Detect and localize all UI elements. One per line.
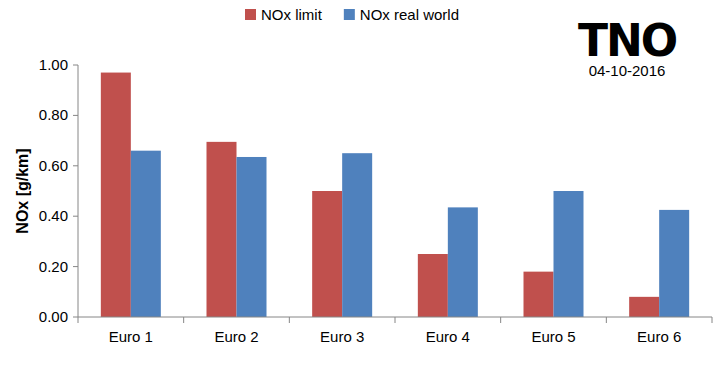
y-axis bbox=[78, 65, 79, 317]
y-tick-label: 0.60 bbox=[39, 157, 68, 174]
legend-swatch bbox=[245, 9, 256, 20]
chart: 0.00 0.20 0.40 0.60 0.80 1.00 Euro 1 Euro 2 Euro… bbox=[0, 0, 722, 375]
x-tick-label: Euro 2 bbox=[214, 328, 258, 345]
bar bbox=[237, 157, 267, 317]
bar bbox=[342, 153, 372, 317]
y-axis-label: NOx [g/km] bbox=[14, 148, 31, 233]
x-tick bbox=[289, 317, 290, 323]
x-tick bbox=[500, 317, 501, 323]
x-tick bbox=[606, 317, 607, 323]
bar bbox=[131, 151, 161, 317]
x-tick bbox=[78, 317, 79, 323]
date: 04-10-2016 bbox=[589, 62, 666, 79]
x-tick-label: Euro 3 bbox=[320, 328, 364, 345]
legend-swatch bbox=[344, 9, 355, 20]
x-tick-label: Euro 4 bbox=[426, 328, 470, 345]
bar bbox=[659, 210, 689, 317]
y-tick bbox=[73, 317, 78, 318]
bar bbox=[554, 191, 584, 317]
y-tick bbox=[73, 165, 78, 166]
x-tick bbox=[712, 317, 713, 323]
y-tick bbox=[73, 65, 78, 66]
x-tick-label: Euro 5 bbox=[531, 328, 575, 345]
y-tick-label: 0.20 bbox=[39, 258, 68, 275]
legend-label: NOx real world bbox=[360, 6, 459, 23]
y-tick bbox=[73, 216, 78, 217]
bar bbox=[524, 272, 554, 317]
x-tick-label: Euro 6 bbox=[637, 328, 681, 345]
x-tick bbox=[395, 317, 396, 323]
y-tick-label: 0.00 bbox=[39, 308, 68, 325]
y-tick-label: 0.40 bbox=[39, 207, 68, 224]
bar bbox=[418, 254, 448, 317]
bar bbox=[207, 142, 237, 317]
bar bbox=[312, 191, 342, 317]
y-tick-label: 1.00 bbox=[39, 56, 68, 73]
x-tick-label: Euro 1 bbox=[109, 328, 153, 345]
y-tick-label: 0.80 bbox=[39, 106, 68, 123]
logo: TNO bbox=[578, 15, 677, 66]
y-tick bbox=[73, 266, 78, 267]
bar bbox=[629, 297, 659, 317]
bars bbox=[101, 73, 689, 317]
legend-label: NOx limit bbox=[261, 6, 323, 23]
bar bbox=[101, 73, 131, 317]
x-tick bbox=[183, 317, 184, 323]
y-tick bbox=[73, 115, 78, 116]
bar bbox=[448, 207, 478, 317]
